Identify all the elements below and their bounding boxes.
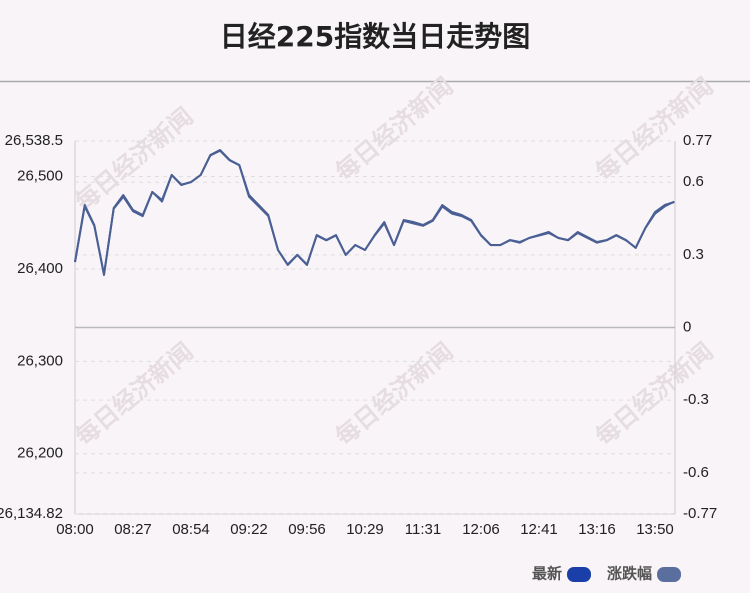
x-tick-label: 10:29 [346,521,384,538]
legend-swatch [567,567,592,582]
y2-tick-label: 0 [683,318,691,335]
legend-label: 涨跌幅 [607,565,652,583]
y2-tick-label: -0.3 [683,391,709,408]
x-tick-label: 09:56 [288,521,326,538]
watermark: 每日经济新闻 [590,72,718,186]
y-tick-label: 26,200 [17,445,63,462]
x-tick-label: 08:27 [114,521,152,538]
y-tick-label: 26,300 [17,352,63,369]
x-tick-label: 12:41 [520,521,558,538]
y-tick-label: 26,134.82 [0,505,63,522]
legend-swatch [657,567,682,582]
y2-tick-label: -0.77 [683,505,717,522]
x-tick-label: 12:06 [462,521,500,538]
x-tick-label: 09:22 [230,521,268,538]
x-tick-label: 11:31 [405,521,441,538]
watermark: 每日经济新闻 [70,102,198,216]
y2-tick-label: -0.6 [683,464,709,481]
y2-tick-label: 0.6 [683,173,704,190]
y-tick-label: 26,500 [17,168,63,185]
legend-label: 最新 [532,565,562,583]
x-tick-label: 13:16 [578,521,616,538]
watermark: 每日经济新闻 [330,337,458,451]
watermark: 每日经济新闻 [330,72,458,186]
x-tick-label: 08:00 [56,521,94,538]
y-tick-label: 26,538.5 [5,132,63,149]
x-tick-label: 08:54 [172,521,210,538]
y-tick-label: 26,400 [17,260,63,277]
y2-tick-label: 0.3 [683,246,704,263]
x-tick-label: 13:50 [636,521,674,538]
series-line [74,149,675,276]
y2-tick-label: 0.77 [683,132,712,149]
series-line [74,149,675,276]
watermark: 每日经济新闻 [70,337,198,451]
watermarks: 每日经济新闻 每日经济新闻 每日经济新闻 每日经济新闻 每日经济新闻 每日经济新… [70,72,718,451]
chart-title: 日经225指数当日走势图 [220,20,530,53]
